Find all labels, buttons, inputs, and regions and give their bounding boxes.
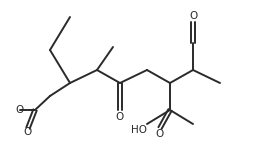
Text: O: O [24,127,32,137]
Text: HO: HO [131,125,147,135]
Text: O: O [189,11,197,21]
Text: O: O [156,129,164,139]
Text: O: O [116,112,124,122]
Text: O: O [16,105,24,115]
